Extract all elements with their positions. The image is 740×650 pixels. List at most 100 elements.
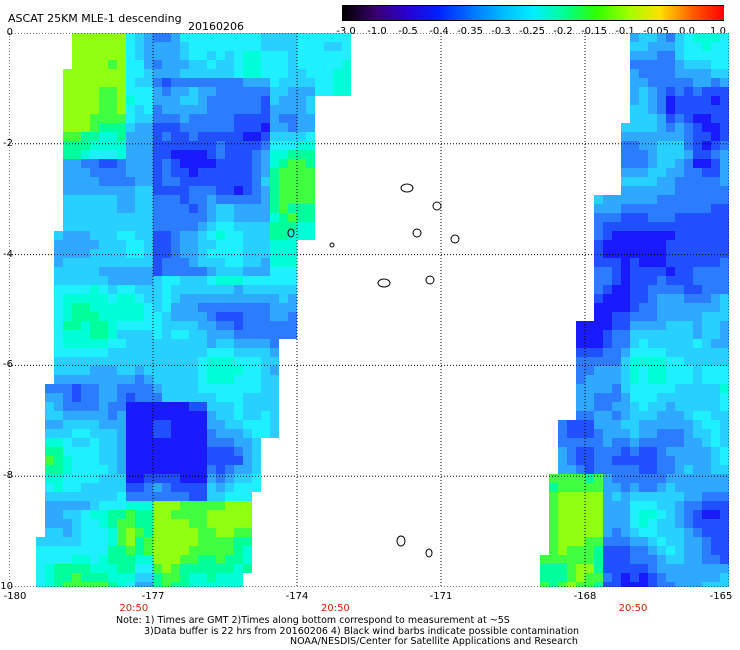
wind-cell — [621, 312, 630, 321]
wind-cell — [702, 69, 711, 78]
wind-cell — [108, 114, 117, 123]
wind-cell — [675, 258, 684, 267]
wind-cell — [621, 501, 630, 510]
wind-cell — [576, 321, 585, 330]
wind-cell — [630, 168, 639, 177]
wind-cell — [261, 123, 270, 132]
wind-cell — [270, 159, 279, 168]
wind-cell — [720, 60, 729, 69]
wind-cell — [225, 357, 234, 366]
wind-cell — [630, 393, 639, 402]
wind-cell — [702, 294, 711, 303]
wind-cell — [243, 483, 252, 492]
wind-cell — [153, 348, 162, 357]
wind-cell — [270, 69, 279, 78]
wind-cell — [153, 555, 162, 564]
wind-cell — [666, 141, 675, 150]
wind-cell — [198, 258, 207, 267]
wind-cell — [99, 267, 108, 276]
wind-cell — [180, 294, 189, 303]
wind-cell — [234, 456, 243, 465]
wind-cell — [81, 474, 90, 483]
wind-cell — [216, 33, 225, 42]
wind-cell — [117, 429, 126, 438]
wind-cell — [90, 528, 99, 537]
wind-cell — [288, 330, 297, 339]
wind-cell — [162, 384, 171, 393]
wind-cell — [657, 321, 666, 330]
wind-cell — [243, 258, 252, 267]
wind-cell — [675, 420, 684, 429]
wind-cell — [720, 456, 729, 465]
wind-cell — [162, 213, 171, 222]
wind-cell — [207, 510, 216, 519]
wind-cell — [216, 366, 225, 375]
wind-cell — [612, 528, 621, 537]
wind-cell — [108, 321, 117, 330]
wind-cell — [153, 204, 162, 213]
wind-cell — [612, 582, 621, 587]
wind-cell — [99, 186, 108, 195]
wind-cell — [630, 339, 639, 348]
wind-cell — [126, 177, 135, 186]
wind-cell — [126, 528, 135, 537]
wind-cell — [675, 321, 684, 330]
wind-cell — [315, 78, 324, 87]
wind-cell — [612, 420, 621, 429]
wind-cell — [117, 267, 126, 276]
wind-cell — [270, 357, 279, 366]
wind-cell — [279, 33, 288, 42]
wind-cell — [702, 60, 711, 69]
wind-cell — [630, 420, 639, 429]
wind-cell — [108, 69, 117, 78]
wind-cell — [288, 177, 297, 186]
wind-cell — [711, 564, 720, 573]
wind-cell — [63, 366, 72, 375]
wind-cell — [576, 375, 585, 384]
wind-cell — [279, 168, 288, 177]
wind-cell — [144, 537, 153, 546]
wind-cell — [684, 159, 693, 168]
wind-cell — [684, 249, 693, 258]
wind-cell — [63, 411, 72, 420]
wind-cell — [171, 357, 180, 366]
wind-cell — [99, 168, 108, 177]
wind-cell — [288, 222, 297, 231]
wind-cell — [99, 123, 108, 132]
wind-cell — [171, 429, 180, 438]
wind-cell — [198, 555, 207, 564]
wind-cell — [81, 510, 90, 519]
wind-cell — [117, 573, 126, 582]
wind-cell — [99, 555, 108, 564]
wind-cell — [81, 573, 90, 582]
wind-cell — [144, 177, 153, 186]
wind-cell — [639, 267, 648, 276]
wind-cell — [612, 384, 621, 393]
wind-cell — [234, 51, 243, 60]
wind-cell — [657, 33, 666, 42]
wind-cell — [315, 60, 324, 69]
wind-cell — [603, 330, 612, 339]
wind-cell — [54, 510, 63, 519]
wind-cell — [666, 510, 675, 519]
wind-cell — [99, 582, 108, 587]
wind-cell — [135, 312, 144, 321]
wind-cell — [252, 240, 261, 249]
colorbar-segment — [596, 6, 629, 20]
wind-cell — [207, 528, 216, 537]
wind-cell — [126, 69, 135, 78]
wind-cell — [117, 249, 126, 258]
wind-cell — [693, 114, 702, 123]
wind-cell — [216, 285, 225, 294]
wind-cell — [666, 384, 675, 393]
wind-cell — [252, 294, 261, 303]
wind-cell — [45, 564, 54, 573]
wind-cell — [135, 474, 144, 483]
wind-cell — [162, 483, 171, 492]
wind-cell — [297, 168, 306, 177]
wind-cell — [585, 492, 594, 501]
wind-cell — [702, 546, 711, 555]
wind-cell — [153, 249, 162, 258]
wind-cell — [648, 123, 657, 132]
wind-cell — [144, 420, 153, 429]
